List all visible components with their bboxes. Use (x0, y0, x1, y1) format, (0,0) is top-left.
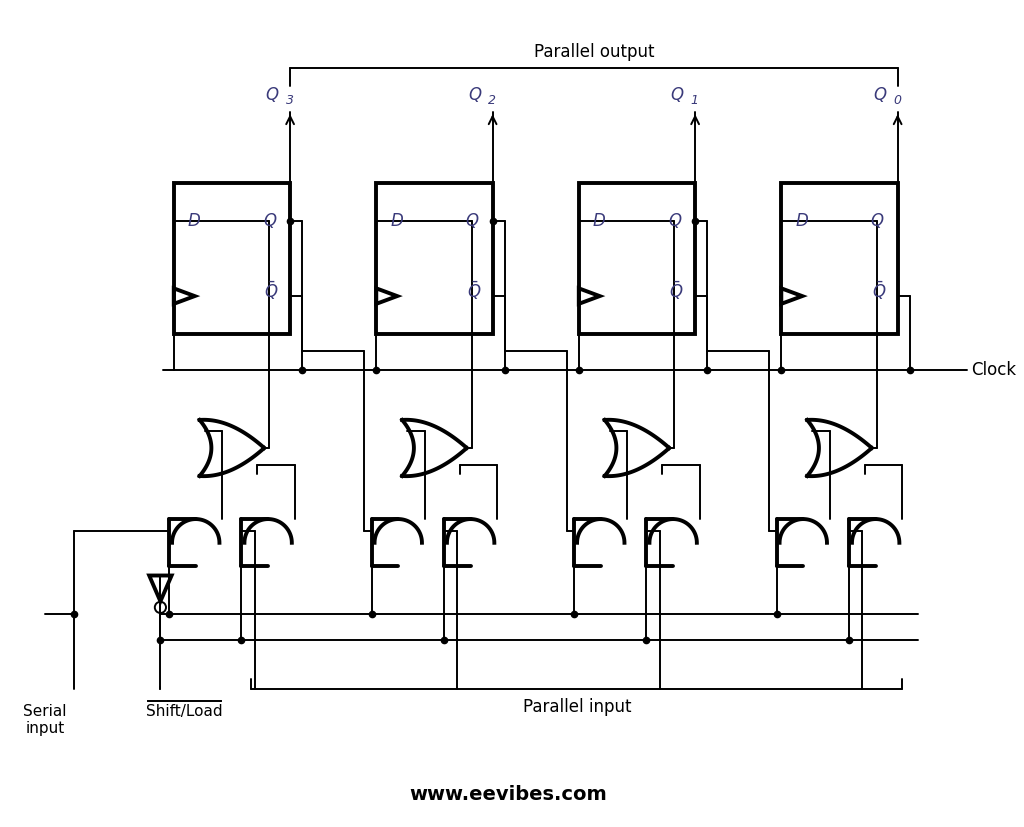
Bar (781, 183, 898, 334)
Text: $\bar{Q}$: $\bar{Q}$ (264, 280, 279, 302)
Text: Parallel input: Parallel input (522, 698, 631, 716)
Text: 1: 1 (691, 94, 698, 108)
Text: 2: 2 (488, 94, 497, 108)
Text: Serial
input: Serial input (24, 704, 67, 736)
Text: 3: 3 (286, 94, 294, 108)
Text: Q: Q (466, 212, 479, 230)
Text: D: D (390, 212, 402, 230)
Text: Q: Q (873, 86, 887, 103)
Text: 0: 0 (893, 94, 901, 108)
Text: Q: Q (669, 212, 681, 230)
Text: Q: Q (266, 86, 279, 103)
Text: Clock: Clock (971, 361, 1016, 379)
Text: D: D (795, 212, 808, 230)
Text: $\bar{Q}$: $\bar{Q}$ (872, 280, 887, 302)
Bar (376, 183, 493, 334)
Bar (579, 183, 695, 334)
Text: www.eevibes.com: www.eevibes.com (409, 785, 606, 804)
Bar (174, 183, 290, 334)
Text: Q: Q (671, 86, 684, 103)
Text: $\bar{Q}$: $\bar{Q}$ (670, 280, 684, 302)
Text: Shift/Load: Shift/Load (146, 704, 223, 719)
Text: Q: Q (468, 86, 481, 103)
Text: Q: Q (870, 212, 884, 230)
Text: Parallel output: Parallel output (534, 44, 654, 61)
Text: Q: Q (263, 212, 276, 230)
Text: D: D (593, 212, 605, 230)
Text: $\bar{Q}$: $\bar{Q}$ (467, 280, 481, 302)
Text: D: D (187, 212, 201, 230)
